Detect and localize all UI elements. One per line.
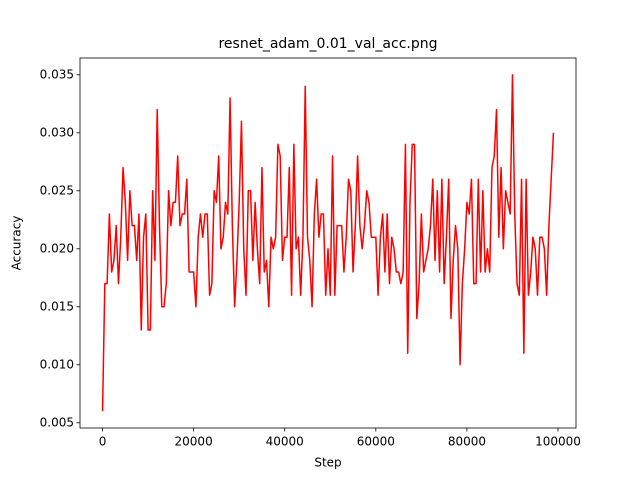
- y-axis-label: Accuracy: [10, 216, 24, 271]
- y-tick-label: 0.010: [40, 357, 74, 371]
- y-tick-label: 0.020: [40, 241, 74, 255]
- x-tick-label: 100000: [535, 435, 581, 449]
- y-tick-label: 0.015: [40, 299, 74, 313]
- y-tick-label: 0.035: [40, 67, 74, 81]
- x-tick-label: 0: [99, 435, 107, 449]
- data-line: [101, 74, 555, 412]
- chart-title: resnet_adam_0.01_val_acc.png: [218, 36, 437, 52]
- x-tick-label: 20000: [175, 435, 213, 449]
- y-tick-label: 0.030: [40, 125, 74, 139]
- x-axis-label: Step: [314, 456, 341, 470]
- x-tick-label: 80000: [448, 435, 486, 449]
- plot-frame: [79, 57, 577, 429]
- x-tick-label: 60000: [357, 435, 395, 449]
- y-tick-label: 0.005: [40, 415, 74, 429]
- x-tick-label: 40000: [266, 435, 304, 449]
- y-tick-label: 0.025: [40, 183, 74, 197]
